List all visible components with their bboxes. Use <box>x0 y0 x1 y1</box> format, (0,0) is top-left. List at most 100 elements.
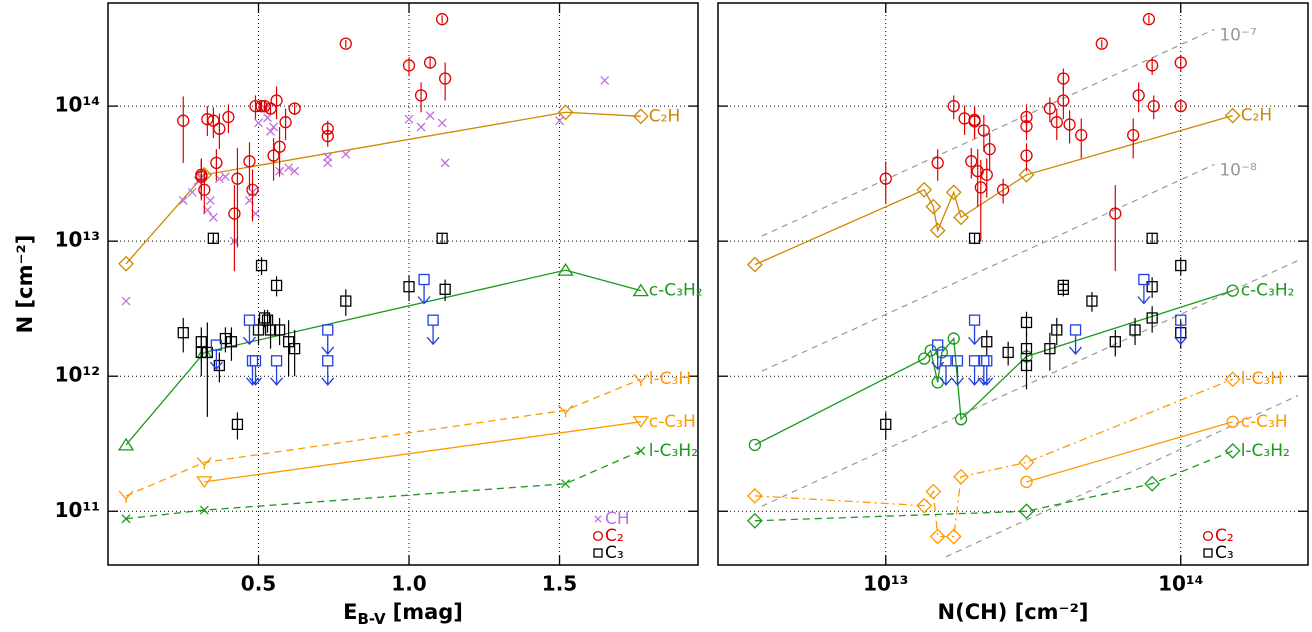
marker-part <box>436 232 448 244</box>
marker-part <box>1127 128 1140 142</box>
data-point <box>916 181 933 198</box>
data-point <box>210 156 223 170</box>
data-point <box>632 416 650 428</box>
marker-part <box>418 273 430 286</box>
data-point <box>264 324 277 336</box>
marker-part <box>416 122 426 132</box>
data-point <box>436 232 448 244</box>
data-point <box>1018 166 1035 183</box>
marker-part <box>929 222 946 239</box>
y-tick-label: 10¹² <box>55 363 100 387</box>
marker-part <box>249 365 262 386</box>
data-point <box>252 324 265 336</box>
data-point <box>935 346 949 359</box>
marker-part <box>1020 149 1033 162</box>
marker-part <box>1226 415 1239 428</box>
data-point <box>632 283 649 297</box>
marker-part <box>243 314 256 326</box>
data-point <box>1146 59 1159 72</box>
marker-part <box>264 324 277 336</box>
marker-part <box>600 75 610 85</box>
marker-part <box>978 355 990 367</box>
marker-part <box>210 156 223 170</box>
data-point <box>965 155 978 168</box>
data-point <box>632 108 649 125</box>
data-point <box>1226 284 1239 297</box>
data-point <box>1224 371 1241 388</box>
legend-marker <box>1202 530 1214 542</box>
marker-part <box>594 515 602 523</box>
data-point <box>1174 314 1188 346</box>
data-point <box>1175 259 1187 272</box>
data-point <box>1144 475 1161 492</box>
data-point <box>1129 324 1141 336</box>
data-point <box>950 355 964 386</box>
data-point <box>954 413 968 426</box>
data-point <box>981 336 993 348</box>
marker-part <box>1086 295 1098 307</box>
marker-part <box>632 283 649 297</box>
data-point <box>983 143 996 156</box>
data-point <box>205 196 215 205</box>
marker-part <box>1109 207 1122 220</box>
marker-part <box>983 143 996 156</box>
data-point <box>279 116 292 129</box>
marker-part <box>980 168 993 181</box>
data-point <box>196 476 213 489</box>
data-point <box>636 446 646 456</box>
marker-part <box>916 497 933 514</box>
data-point <box>977 124 990 137</box>
marker-part <box>252 324 265 336</box>
marker-part <box>951 355 964 367</box>
marker-part <box>947 99 960 113</box>
marker-part <box>918 352 931 365</box>
data-point <box>243 155 256 168</box>
x-tick-label: 1.5 <box>542 572 577 596</box>
series-line <box>204 421 641 483</box>
marker-part <box>243 155 256 168</box>
y-tick-label: 10¹¹ <box>55 498 100 522</box>
marker-part <box>209 350 223 371</box>
x-axis-title-part: E <box>343 600 357 624</box>
data-point <box>945 184 962 201</box>
marker-part <box>1095 37 1108 50</box>
data-point <box>980 168 993 181</box>
data-point <box>177 114 190 127</box>
marker-part <box>117 437 135 451</box>
marker-part <box>403 281 415 293</box>
marker-part <box>196 476 213 489</box>
marker-part <box>414 89 428 102</box>
series-label: l-C₃H <box>1241 369 1283 389</box>
marker-part <box>965 155 978 168</box>
marker-part <box>558 404 574 418</box>
marker-part <box>746 512 763 529</box>
data-point <box>225 336 238 348</box>
marker-part <box>939 365 953 386</box>
marker-part <box>1175 259 1187 272</box>
marker-part <box>1137 284 1151 305</box>
marker-part <box>1203 548 1213 558</box>
marker-part <box>632 416 650 428</box>
data-point <box>270 355 284 386</box>
marker-part <box>980 365 994 386</box>
marker-part <box>118 490 134 503</box>
data-point <box>288 102 301 115</box>
data-point <box>1020 316 1033 329</box>
marker-part <box>1018 166 1035 183</box>
marker-part <box>273 140 286 153</box>
marker-part <box>968 365 982 386</box>
marker-part <box>968 355 981 367</box>
marker-part <box>231 418 244 431</box>
data-point <box>1146 312 1158 324</box>
data-point <box>1020 120 1033 133</box>
legend-marker <box>1203 548 1213 558</box>
marker-part <box>270 279 283 292</box>
data-point <box>220 172 230 182</box>
data-point <box>947 99 960 113</box>
marker-part <box>746 487 763 504</box>
marker-part <box>1050 116 1063 129</box>
data-point <box>1018 503 1035 520</box>
data-point <box>255 99 268 113</box>
marker-part <box>1129 324 1141 336</box>
data-point <box>339 37 352 50</box>
